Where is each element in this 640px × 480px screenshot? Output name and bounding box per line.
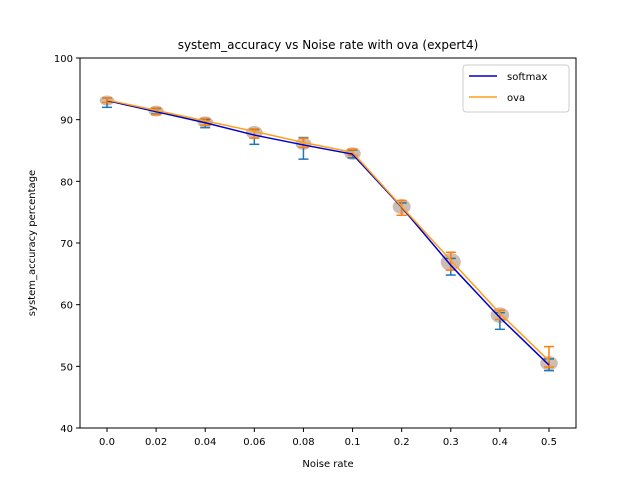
- x-tick-label-0.0: 0.0: [99, 437, 115, 448]
- x-tick-label-0.1: 0.1: [345, 437, 361, 448]
- x-tick-label-0.06: 0.06: [243, 437, 265, 448]
- y-tick-label-70: 70: [60, 239, 73, 250]
- x-axis-ticks: 0.0 0.02 0.04 0.06 0.08 0.1 0.2 0.3 0.4 0.5: [99, 428, 557, 448]
- y-axis-ticks: 40 50 60 70 80 90 100: [54, 54, 80, 435]
- legend-label-softmax: softmax: [507, 72, 547, 83]
- x-tick-label-0.3: 0.3: [443, 437, 459, 448]
- series-line-softmax: [106, 99, 550, 366]
- x-tick-label-0.5: 0.5: [541, 437, 557, 448]
- y-tick-label-90: 90: [60, 116, 73, 127]
- y-axis-label: system_accuracy percentage: [27, 170, 38, 316]
- legend: softmax ova: [462, 64, 570, 113]
- variance-blobs: [99, 95, 558, 371]
- y-tick-label-50: 50: [60, 362, 73, 373]
- series-line-ova: [106, 99, 550, 362]
- x-tick-label-0.02: 0.02: [145, 437, 167, 448]
- x-tick-label-0.04: 0.04: [194, 437, 216, 448]
- series-lines: [106, 99, 550, 366]
- y-tick-label-80: 80: [60, 177, 73, 188]
- x-axis-label: Noise rate: [302, 459, 353, 470]
- x-tick-label-0.2: 0.2: [394, 437, 410, 448]
- y-tick-label-60: 60: [60, 301, 73, 312]
- x-tick-label-0.4: 0.4: [492, 437, 508, 448]
- error-bars: [102, 97, 554, 372]
- y-tick-label-100: 100: [54, 54, 73, 65]
- x-tick-label-0.08: 0.08: [292, 437, 314, 448]
- legend-label-ova: ova: [507, 93, 525, 104]
- chart-title: system_accuracy vs Noise rate with ova (…: [178, 38, 479, 52]
- y-tick-label-40: 40: [60, 424, 73, 435]
